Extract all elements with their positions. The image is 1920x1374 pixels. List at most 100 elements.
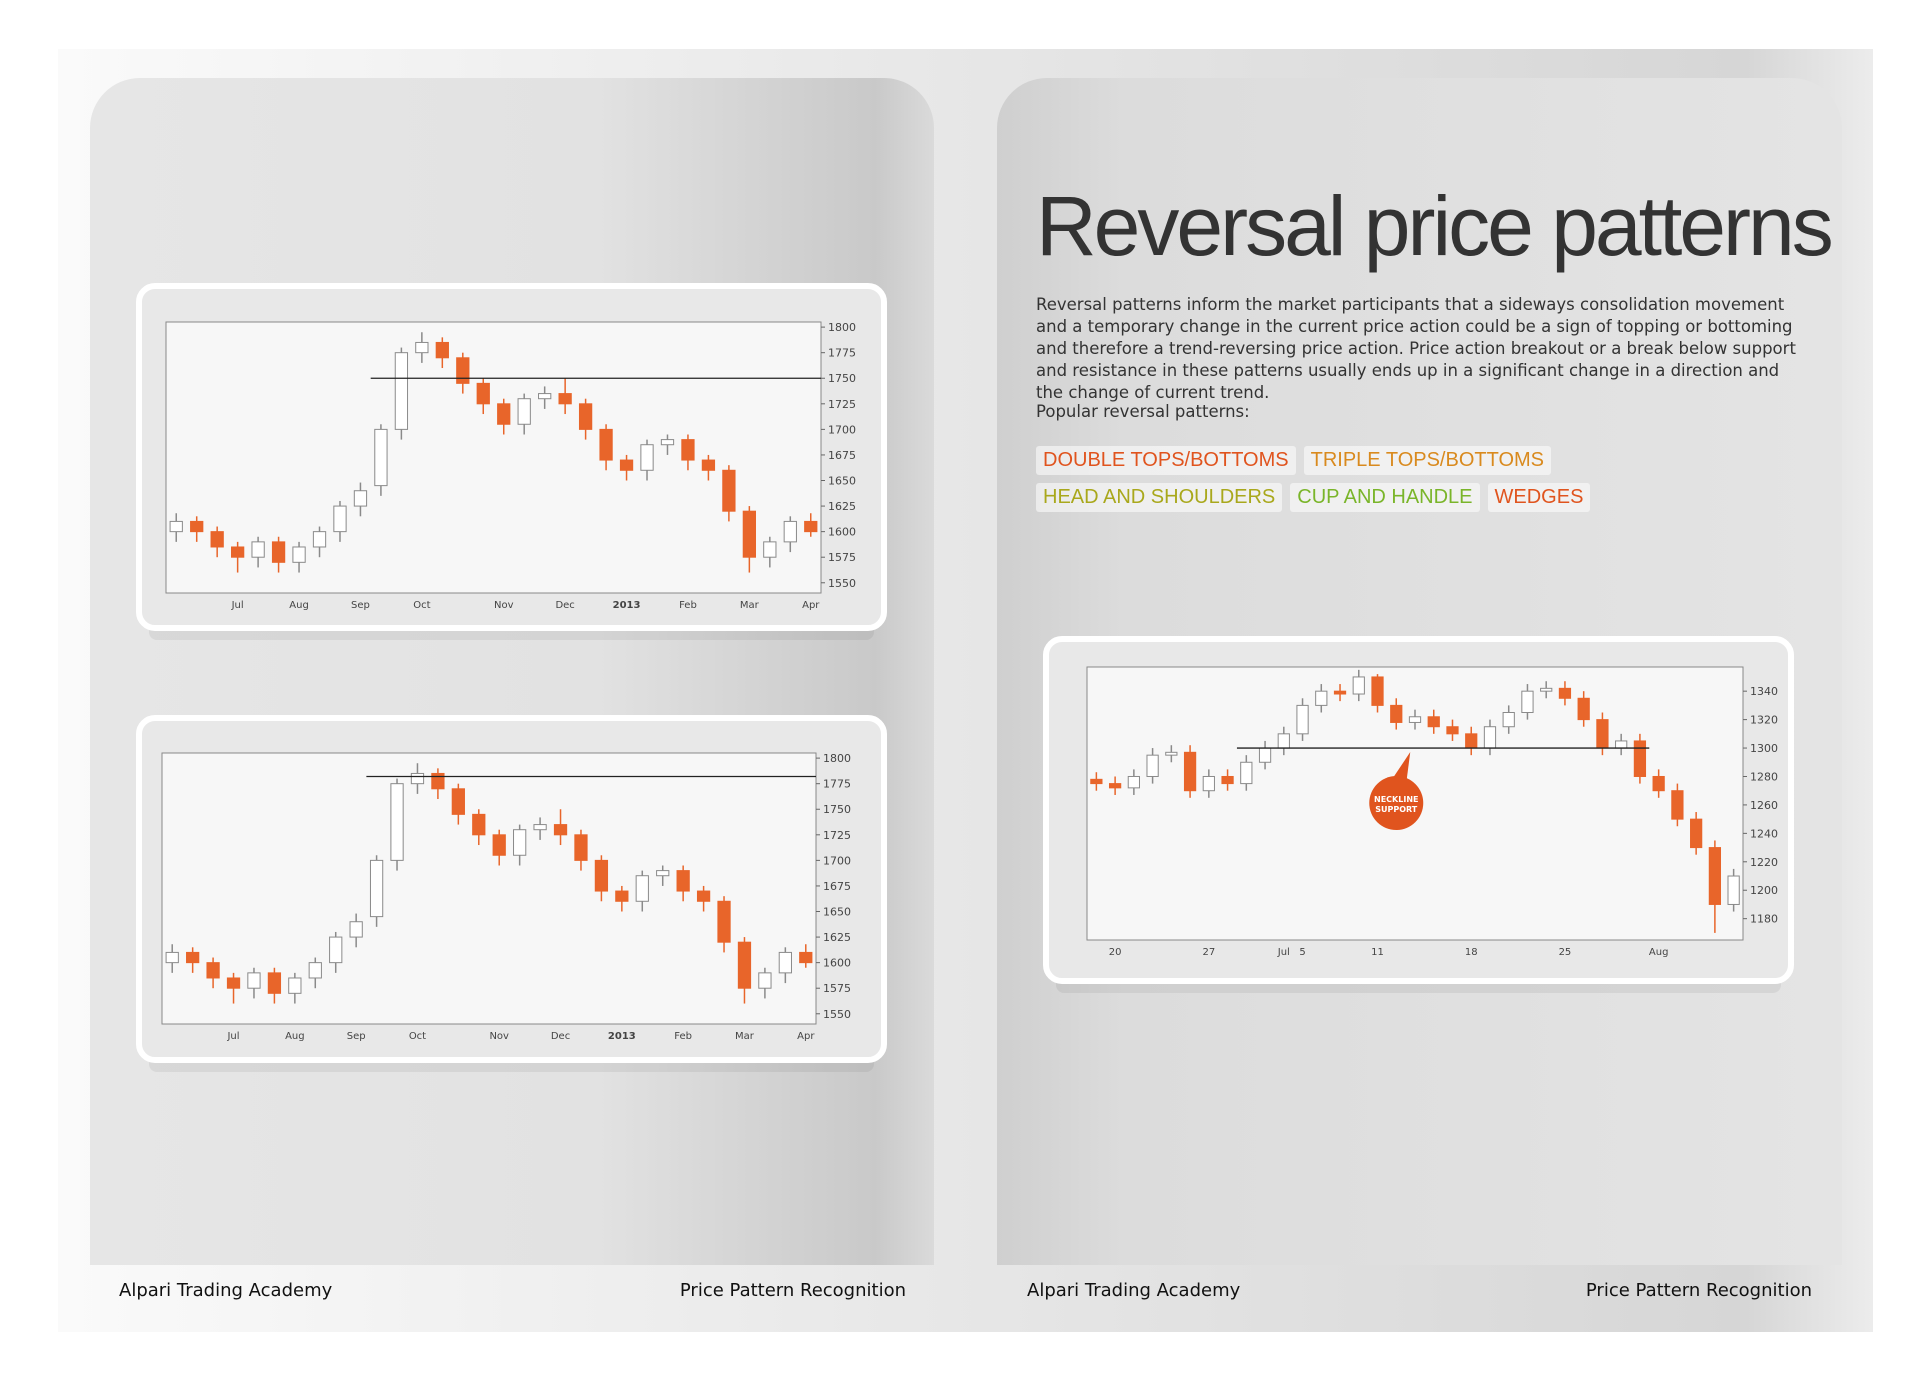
- y-tick-label: 1280: [1750, 770, 1778, 783]
- y-tick-label: 1340: [1750, 685, 1778, 698]
- candle-body: [1690, 818, 1703, 849]
- candle-body: [558, 393, 572, 405]
- candle-body: [799, 951, 813, 964]
- candle-body: [1708, 847, 1722, 905]
- pattern-tag: HEAD AND SHOULDERS: [1036, 483, 1283, 512]
- candle-body: [1183, 751, 1197, 792]
- candle-body: [1127, 775, 1140, 789]
- x-tick-label: Feb: [679, 600, 697, 611]
- candle-body: [410, 772, 425, 785]
- x-tick-label: Jul: [1277, 947, 1290, 958]
- candle-body: [169, 520, 183, 533]
- candle-body: [451, 788, 465, 815]
- x-tick-label: 5: [1299, 947, 1305, 958]
- body-text: Reversal patterns inform the market part…: [1036, 295, 1796, 402]
- candle-body: [635, 875, 649, 902]
- chart: 1550 1575 1600 1625 1650 1675 1700 1725 1750 1775…: [136, 283, 887, 640]
- candle-body: [513, 829, 527, 856]
- x-tick-label: 2013: [608, 1031, 636, 1042]
- y-tick-label: 1700: [823, 854, 851, 867]
- chart: 1180 1200 1220 1240 1260 1280 1300 1320 1340 20 27…: [1043, 636, 1794, 993]
- candle-body: [574, 834, 588, 861]
- candle-body: [353, 490, 368, 507]
- x-tick-label: Dec: [555, 600, 574, 611]
- y-tick-label: 1600: [823, 957, 851, 970]
- y-tick-label: 1260: [1750, 799, 1778, 812]
- candle-body: [1408, 716, 1422, 723]
- candle-body: [1146, 754, 1159, 777]
- candle-body: [374, 428, 388, 487]
- candle-body: [390, 783, 404, 861]
- candle-body: [1202, 775, 1215, 792]
- candle-body: [1296, 704, 1309, 735]
- x-tick-label: Apr: [802, 600, 820, 611]
- candle-body: [1427, 716, 1440, 728]
- candle-body: [497, 403, 511, 425]
- candle-body: [435, 341, 449, 359]
- candle-body: [1371, 676, 1384, 706]
- x-tick-label: Dec: [551, 1031, 570, 1042]
- candle-body: [1108, 783, 1122, 789]
- candle-body: [394, 352, 409, 430]
- x-tick-label: Jul: [231, 600, 244, 611]
- candle-body: [717, 900, 731, 943]
- candle-body: [251, 541, 265, 558]
- left-panel: [90, 78, 934, 1265]
- candle-body: [1502, 712, 1515, 728]
- callout: [1369, 776, 1424, 831]
- candle-body: [1165, 751, 1178, 756]
- candle-body: [431, 772, 445, 790]
- candle-body: [1333, 690, 1347, 695]
- candle-body: [1258, 747, 1272, 763]
- x-tick-label: 18: [1465, 947, 1478, 958]
- candle-body: [763, 541, 777, 558]
- candle-body: [783, 520, 797, 543]
- candle-body: [186, 951, 200, 964]
- candle-body: [333, 505, 347, 533]
- candle-body: [1465, 733, 1478, 749]
- y-tick-label: 1800: [823, 752, 851, 765]
- y-tick-label: 1300: [1750, 742, 1778, 755]
- x-tick-label: Apr: [797, 1031, 815, 1042]
- candle-body: [701, 459, 716, 471]
- candle-body: [1521, 690, 1534, 713]
- y-tick-label: 1750: [823, 803, 851, 816]
- y-tick-label: 1775: [828, 347, 856, 360]
- y-tick-label: 1725: [828, 398, 856, 411]
- candle-body: [1240, 761, 1253, 785]
- footer-left: Alpari Trading Academy: [119, 1280, 333, 1301]
- candle-body: [619, 459, 634, 471]
- candle-body: [492, 834, 506, 856]
- footer-right: Price Pattern Recognition: [679, 1280, 906, 1301]
- pattern-tag: CUP AND HANDLE: [1290, 483, 1480, 512]
- y-tick-label: 1550: [823, 1008, 851, 1021]
- candle-body: [578, 403, 593, 430]
- candle-body: [804, 520, 818, 533]
- y-tick-label: 1725: [823, 829, 851, 842]
- candle-body: [329, 936, 343, 964]
- candle-body: [472, 813, 486, 836]
- candle-body: [1577, 697, 1590, 721]
- candle-body: [1652, 775, 1665, 792]
- y-tick-label: 1650: [823, 906, 851, 919]
- candle-body: [271, 541, 286, 563]
- x-tick-label: Feb: [674, 1031, 692, 1042]
- x-tick-label: Nov: [494, 600, 514, 611]
- y-tick-label: 1800: [828, 321, 856, 334]
- footer-left: Alpari Trading Academy: [1027, 1280, 1241, 1301]
- chart: 1550 1575 1600 1625 1650 1675 1700 1725 1750 1775…: [136, 715, 887, 1072]
- x-tick-label: Oct: [413, 600, 430, 611]
- candle-body: [247, 972, 261, 989]
- candle-body: [288, 977, 302, 994]
- candle-body: [758, 972, 772, 989]
- y-tick-label: 1600: [828, 526, 856, 539]
- x-tick-label: 2013: [613, 600, 641, 611]
- candle-body: [456, 357, 470, 384]
- y-tick-label: 1320: [1750, 714, 1778, 727]
- y-tick-label: 1575: [828, 551, 856, 564]
- x-tick-label: Mar: [735, 1031, 755, 1042]
- footer-right: Price Pattern Recognition: [1585, 1280, 1812, 1301]
- candle-body: [737, 941, 752, 989]
- candle-body: [538, 393, 552, 400]
- candle-body: [165, 951, 179, 964]
